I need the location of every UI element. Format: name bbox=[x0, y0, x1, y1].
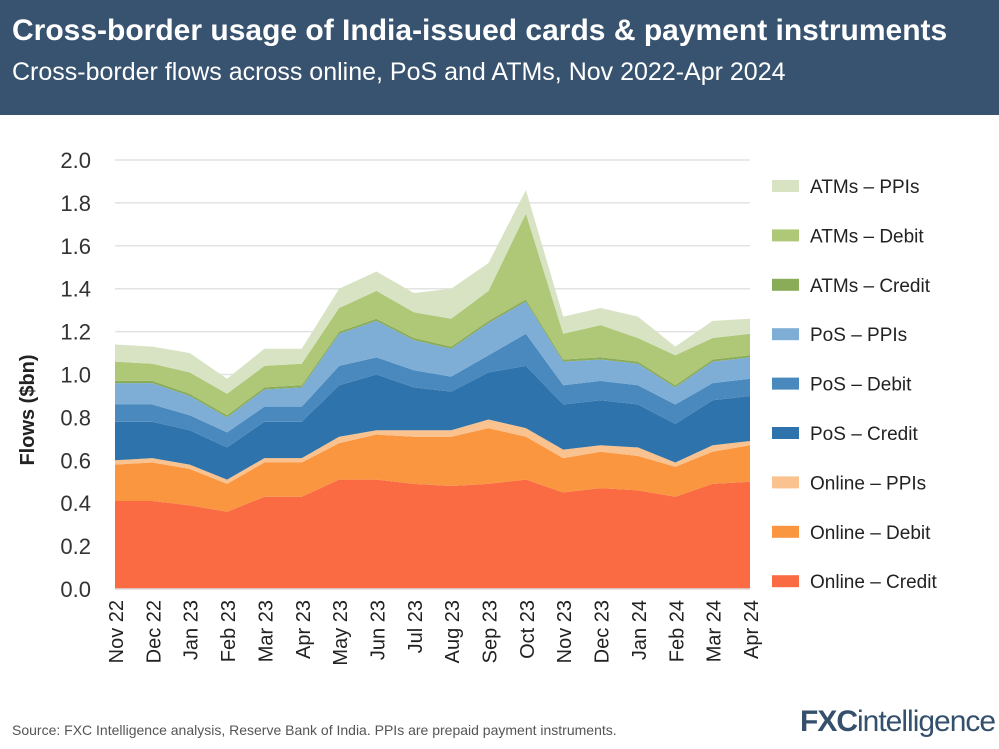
x-tick-label: Aug 23 bbox=[442, 600, 464, 663]
legend-label: ATMs – PPIs bbox=[810, 177, 919, 198]
y-tick-label: 0.2 bbox=[60, 534, 91, 559]
x-tick-label: Feb 23 bbox=[218, 600, 240, 662]
y-tick-label: 1.0 bbox=[60, 363, 91, 388]
legend-label: ATMs – Credit bbox=[810, 276, 931, 297]
fxc-logo: FXCintelligence bbox=[800, 705, 996, 738]
x-tick-label: Jan 23 bbox=[181, 600, 203, 660]
legend-swatch bbox=[772, 525, 799, 538]
legend-label: ATMs – Debit bbox=[810, 226, 924, 247]
x-tick-label: Dec 22 bbox=[143, 600, 165, 663]
x-tick-label: Mar 24 bbox=[704, 600, 726, 662]
y-tick-label: 1.8 bbox=[60, 191, 91, 216]
area-pos-debit bbox=[115, 333, 750, 448]
x-tick-label: Nov 23 bbox=[554, 600, 576, 663]
x-tick-label: May 23 bbox=[330, 600, 352, 666]
legend-label: PoS – PPIs bbox=[810, 325, 907, 346]
y-tick-label: 1.6 bbox=[60, 234, 91, 259]
chart-subtitle: Cross-border flows across online, PoS an… bbox=[12, 58, 786, 86]
y-axis-label: Flows ($bn) bbox=[17, 354, 39, 465]
x-tick-label: Mar 23 bbox=[255, 600, 277, 662]
legend-swatch bbox=[772, 476, 799, 489]
x-tick-label: Jun 23 bbox=[367, 600, 389, 660]
y-tick-label: 2.0 bbox=[60, 148, 91, 173]
legend-label: Online – Credit bbox=[810, 572, 937, 593]
legend-label: PoS – Credit bbox=[810, 424, 918, 445]
x-tick-label: Jan 24 bbox=[629, 600, 651, 660]
header: Cross-border usage of India-issued cards… bbox=[0, 0, 999, 115]
area-atms-credit bbox=[115, 299, 750, 418]
legend-swatch bbox=[772, 229, 799, 242]
source-note: Source: FXC Intelligence analysis, Reser… bbox=[12, 722, 617, 738]
chart-title: Cross-border usage of India-issued cards… bbox=[12, 14, 948, 47]
x-tick-label: Sep 23 bbox=[480, 600, 502, 663]
y-tick-label: 0.0 bbox=[60, 577, 91, 602]
y-tick-label: 1.4 bbox=[60, 277, 91, 302]
legend-label: PoS – Debit bbox=[810, 375, 912, 396]
area-online-ppis bbox=[115, 419, 750, 484]
x-tick-label: Apr 24 bbox=[741, 600, 763, 659]
x-tick-label: Feb 24 bbox=[666, 600, 688, 662]
legend-label: Online – Debit bbox=[810, 523, 931, 544]
area-pos-credit bbox=[115, 365, 750, 480]
y-tick-label: 0.6 bbox=[60, 448, 91, 473]
legend-swatch bbox=[772, 278, 799, 291]
area-online-credit bbox=[115, 479, 750, 589]
legend-swatch bbox=[772, 180, 799, 192]
legend-swatch bbox=[772, 328, 799, 341]
area-pos-ppis bbox=[115, 301, 750, 433]
area-online-debit bbox=[115, 428, 750, 512]
legend-swatch bbox=[772, 575, 799, 588]
y-tick-label: 0.4 bbox=[60, 491, 91, 516]
x-tick-label: Oct 23 bbox=[517, 600, 539, 659]
x-tick-label: Apr 23 bbox=[293, 600, 315, 659]
legend-swatch bbox=[772, 427, 799, 439]
area-atms-ppis bbox=[115, 190, 750, 394]
y-tick-label: 0.8 bbox=[60, 405, 91, 430]
x-tick-label: Jul 23 bbox=[405, 600, 427, 653]
x-tick-label: Nov 22 bbox=[106, 600, 128, 663]
legend-label: Online – PPIs bbox=[810, 473, 926, 494]
x-tick-label: Dec 23 bbox=[592, 600, 614, 663]
legend-swatch bbox=[772, 377, 799, 390]
y-tick-label: 1.2 bbox=[60, 320, 91, 345]
